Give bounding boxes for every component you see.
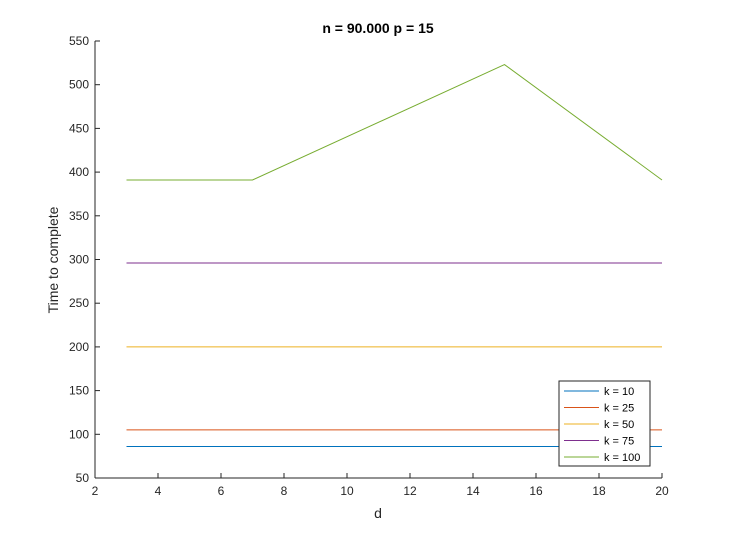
y-ticks: 50 100 150 200 250 300 350 400 450 500 550 [69, 34, 100, 485]
chart-title: n = 90.000 p = 15 [322, 20, 434, 36]
x-axis-label: d [374, 505, 382, 521]
legend-label: k = 25 [604, 403, 634, 415]
legend: k = 10 k = 25 k = 50 k = 75 k = 100 [558, 380, 651, 467]
y-tick-label: 250 [69, 296, 89, 310]
x-tick-label: 2 [92, 484, 99, 498]
x-tick-label: 6 [218, 484, 225, 498]
y-tick-label: 50 [76, 471, 90, 485]
y-tick-label: 350 [69, 209, 89, 223]
x-tick-label: 18 [592, 484, 606, 498]
legend-label: k = 10 [604, 386, 634, 398]
x-tick-label: 16 [529, 484, 543, 498]
y-tick-label: 200 [69, 340, 89, 354]
y-tick-label: 550 [69, 34, 89, 48]
x-tick-label: 14 [466, 484, 480, 498]
legend-label: k = 50 [604, 419, 634, 431]
x-tick-label: 12 [403, 484, 417, 498]
legend-label: k = 100 [604, 452, 640, 464]
series-line [126, 64, 663, 181]
y-tick-label: 150 [69, 384, 89, 398]
x-tick-label: 4 [155, 484, 162, 498]
x-tick-label: 10 [340, 484, 354, 498]
y-tick-label: 100 [69, 427, 89, 441]
x-ticks: 2 4 6 8 10 12 14 16 18 20 [92, 473, 669, 498]
y-tick-label: 500 [69, 78, 89, 92]
legend-entries: k = 10 k = 25 k = 50 k = 75 k = 100 [564, 386, 640, 464]
x-tick-label: 20 [655, 484, 669, 498]
y-axis-label: Time to complete [45, 206, 61, 313]
y-tick-label: 400 [69, 165, 89, 179]
y-tick-label: 450 [69, 121, 89, 135]
y-tick-label: 300 [69, 253, 89, 267]
legend-label: k = 75 [604, 436, 634, 448]
x-tick-label: 8 [281, 484, 288, 498]
